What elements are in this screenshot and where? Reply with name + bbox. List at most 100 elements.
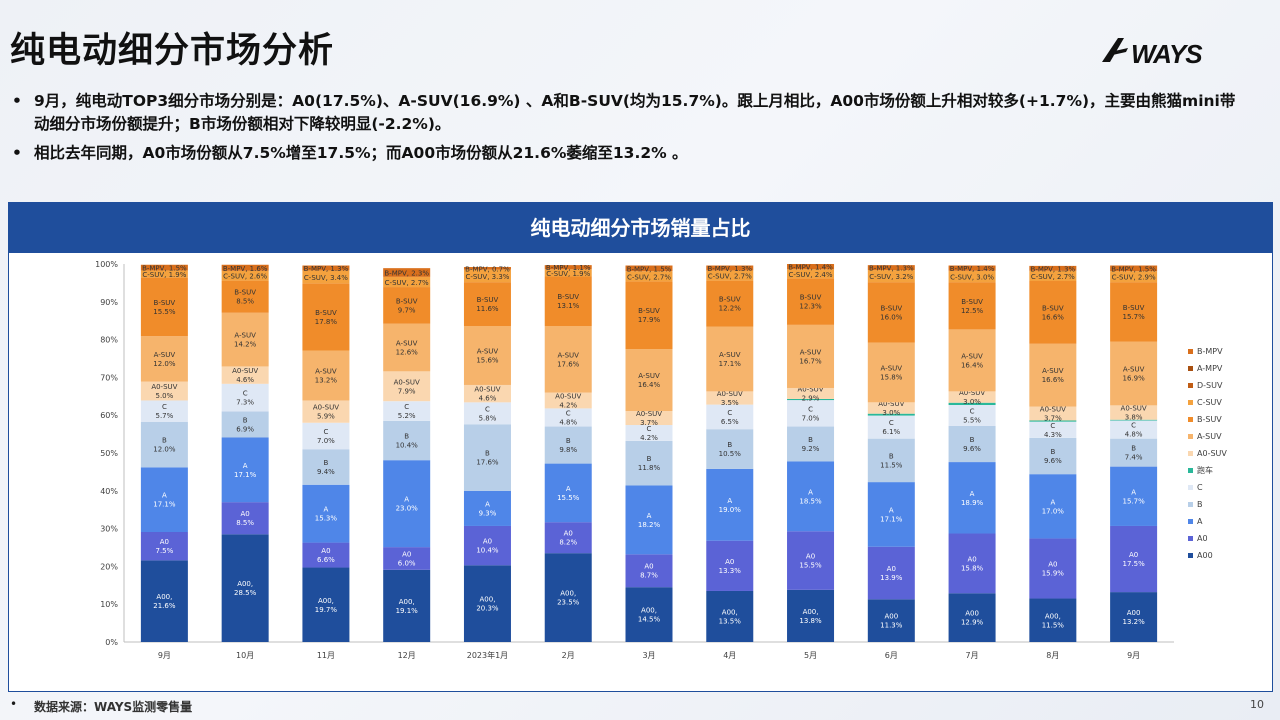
data-label: 17.1%: [153, 501, 176, 509]
bar-segment-A00: [221, 534, 269, 642]
data-label: A: [162, 492, 167, 500]
data-label: A0-SUV: [797, 385, 823, 393]
bar-segment-A0-SUV: [221, 366, 269, 384]
data-label: 6.5%: [721, 418, 739, 426]
data-label: C-SUV, 2.4%: [789, 271, 833, 279]
data-label: C: [808, 405, 813, 413]
bar-segment-A0-SUV: [140, 381, 188, 401]
bar-segment-B-MPV: [787, 264, 835, 270]
stacked-bar-chart: 0%10%20%30%40%50%60%70%80%90%100%9月A00,2…: [95, 260, 1227, 660]
data-label: A0-SUV: [717, 390, 743, 398]
data-label: C-SUV, 1.9%: [546, 270, 590, 278]
bar-segment-A00: [463, 565, 511, 642]
footer-bullet-icon: •: [10, 697, 18, 711]
bar-segment-C: [948, 404, 996, 426]
data-label: 16.9%: [1122, 374, 1145, 382]
bar-segment-B: [948, 425, 996, 463]
bar-segment-A-SUV: [1029, 343, 1077, 407]
data-label: C: [404, 403, 409, 411]
y-tick-label: 70%: [100, 373, 118, 382]
data-label: 12.2%: [719, 305, 742, 313]
data-label: 8.7%: [640, 572, 658, 580]
data-label: C-SUV, 2.7%: [708, 273, 752, 281]
data-label: 5.2%: [398, 412, 416, 420]
bar-segment-C: [140, 400, 188, 423]
data-label: A-SUV: [881, 364, 903, 372]
bar-segment-C-SUV: [1029, 270, 1077, 282]
data-label: B-MPV, 1.3%: [304, 265, 349, 273]
bar-segment-B-MPV: [544, 265, 592, 270]
bar-segment-C-SUV: [221, 270, 269, 281]
data-label: 17.9%: [638, 316, 661, 324]
data-label: A-SUV: [961, 352, 983, 360]
data-label: 6.6%: [317, 556, 335, 564]
bar-segment-跑车: [1029, 420, 1077, 422]
data-label: A0: [402, 550, 411, 558]
data-label: B: [1050, 448, 1055, 456]
bar-segment-A00: [625, 587, 673, 642]
bar-segment-C: [867, 415, 915, 439]
data-label: C: [727, 409, 732, 417]
bar-segment-C-SUV: [383, 276, 431, 288]
data-label: B: [404, 433, 409, 441]
bar-segment-跑车: [1110, 419, 1158, 421]
bar-segment-A: [140, 467, 188, 533]
data-label: A0: [644, 563, 653, 571]
legend-swatch: [1188, 434, 1193, 439]
data-label: 4.8%: [1125, 431, 1143, 439]
data-label: 9.6%: [963, 445, 981, 453]
data-label: C-SUV, 1.9%: [142, 271, 186, 279]
y-tick-label: 20%: [100, 562, 118, 571]
bar-segment-A: [383, 460, 431, 548]
data-label: C-SUV, 3.2%: [869, 273, 913, 281]
bar-segment-B: [463, 424, 511, 491]
bar-segment-A: [1029, 474, 1077, 539]
data-label: B: [808, 436, 813, 444]
data-label: 3.0%: [882, 409, 900, 417]
data-label: 17.1%: [234, 471, 257, 479]
data-label: C-SUV, 3.4%: [304, 274, 348, 282]
bar-segment-B-SUV: [302, 283, 350, 351]
data-label: B-SUV: [800, 294, 822, 302]
data-label: A0-SUV: [232, 367, 258, 375]
data-label: A0: [564, 530, 573, 538]
data-label: 15.8%: [961, 564, 984, 572]
data-label: 9.6%: [1044, 457, 1062, 465]
data-label: A0: [887, 565, 896, 573]
bar-segment-C-SUV: [625, 271, 673, 282]
data-label: 18.2%: [638, 521, 661, 529]
legend-swatch: [1188, 451, 1193, 456]
data-label: A: [485, 500, 490, 508]
bar-segment-C: [221, 383, 269, 412]
data-label: A: [566, 485, 571, 493]
bar-segment-A0: [221, 502, 269, 535]
data-label: A0-SUV: [313, 404, 339, 412]
legend-label: B-MPV: [1197, 347, 1223, 356]
data-label: A0-SUV: [878, 400, 904, 408]
data-label: A: [1050, 498, 1055, 506]
data-label: 15.5%: [799, 562, 822, 570]
bar-segment-A00: [706, 590, 754, 642]
x-tick-label: 7月: [966, 651, 979, 660]
bar-segment-A0: [1110, 525, 1158, 593]
data-label: 19.1%: [396, 607, 419, 615]
bar-segment-A0: [544, 522, 592, 554]
page-number: 10: [1250, 698, 1264, 711]
x-tick-label: 12月: [398, 651, 416, 660]
data-label: 17.5%: [1122, 560, 1145, 568]
data-label: A: [404, 496, 409, 504]
data-label: C: [162, 403, 167, 411]
data-label: 14.2%: [234, 341, 257, 349]
data-label: B-MPV, 1.3%: [1031, 265, 1076, 273]
legend-label: A00: [1197, 551, 1213, 560]
data-label: C: [323, 428, 328, 436]
data-label: 3.5%: [721, 399, 739, 407]
bar-segment-C-SUV: [544, 269, 592, 277]
bar-segment-A-SUV: [544, 325, 592, 393]
data-label: C-SUV, 3.0%: [950, 273, 994, 281]
data-label: B: [485, 450, 490, 458]
legend-label: A-MPV: [1197, 364, 1223, 373]
data-label: A00,: [480, 596, 496, 604]
data-label: 20.3%: [476, 605, 499, 613]
data-label: 2.9%: [802, 394, 820, 402]
